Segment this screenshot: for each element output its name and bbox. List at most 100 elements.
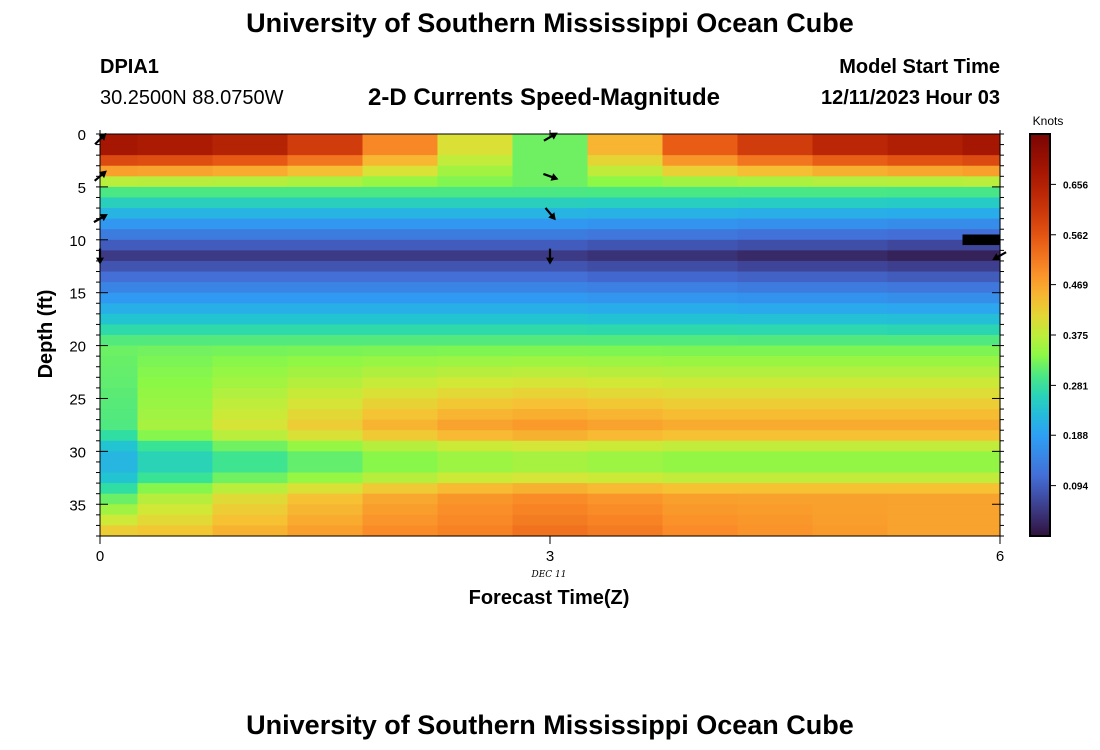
- heatmap-cell: [737, 303, 814, 315]
- heatmap-cell: [737, 483, 814, 495]
- heatmap-cell: [587, 186, 664, 199]
- y-tick-label: 30: [69, 444, 86, 461]
- heatmap-cell: [212, 345, 289, 357]
- heatmap-cell: [362, 461, 439, 474]
- heatmap-cell: [587, 335, 664, 347]
- heatmap-cell: [737, 186, 814, 199]
- y-tick-label: 35: [69, 497, 86, 514]
- heatmap-cell: [137, 345, 214, 357]
- heatmap-cell: [287, 165, 364, 177]
- heatmap-cell: [587, 366, 664, 378]
- heatmap-cell: [212, 335, 289, 347]
- heatmap-cell: [100, 483, 139, 495]
- heatmap-cell: [587, 218, 664, 230]
- heatmap-cell: [137, 398, 214, 410]
- heatmap-cell: [287, 144, 364, 156]
- heatmap-cell: [812, 250, 889, 262]
- heatmap-cell: [137, 472, 214, 484]
- heatmap-cell: [287, 419, 364, 431]
- heatmap-cell: [100, 155, 139, 167]
- heatmap-cell: [887, 472, 964, 484]
- heatmap-cell: [212, 451, 289, 463]
- heatmap-cell: [212, 313, 289, 326]
- heatmap-cell: [212, 398, 289, 410]
- heatmap-cell: [437, 525, 514, 537]
- heatmap-cell: [362, 134, 439, 146]
- heatmap-cell: [887, 504, 964, 516]
- y-axis-label: Depth (ft): [35, 290, 57, 379]
- heatmap-cell: [812, 229, 889, 241]
- heatmap-cell: [587, 197, 664, 209]
- heatmap-cell: [737, 366, 814, 378]
- heatmap-cell: [887, 493, 964, 505]
- heatmap-cell: [362, 525, 439, 537]
- heatmap-cell: [662, 440, 739, 452]
- heatmap-cell: [437, 250, 514, 262]
- heatmap-cell: [962, 504, 1001, 516]
- heatmap-cell: [662, 292, 739, 304]
- heatmap-cell: [587, 398, 664, 410]
- heatmap-cell: [662, 303, 739, 315]
- heatmap-cell: [887, 345, 964, 357]
- x-axis-label: Forecast Time(Z): [469, 587, 630, 609]
- heatmap-cell: [737, 313, 814, 326]
- heatmap-cell: [587, 176, 664, 188]
- heatmap-cell: [362, 303, 439, 315]
- colorbar-tick-label: 0.094: [1063, 482, 1088, 493]
- heatmap-cell: [812, 292, 889, 304]
- heatmap-cell: [100, 250, 139, 262]
- colorbar-label: Knots: [1033, 114, 1064, 128]
- heatmap-cell: [362, 335, 439, 347]
- heatmap-cell: [512, 335, 589, 347]
- heatmap-cell: [662, 356, 739, 368]
- y-tick-label: 5: [78, 180, 86, 197]
- heatmap-cell: [512, 387, 589, 400]
- heatmap-cells: [100, 134, 1001, 537]
- heatmap-cell: [737, 514, 814, 527]
- heatmap-cell: [212, 493, 289, 505]
- heatmap-cell: [962, 239, 1001, 251]
- heatmap-cell: [662, 461, 739, 474]
- heatmap-cell: [587, 229, 664, 241]
- heatmap-cell: [100, 451, 139, 463]
- heatmap-cell: [287, 430, 364, 442]
- heatmap-cell: [662, 472, 739, 484]
- heatmap-cell: [812, 493, 889, 505]
- heatmap-cell: [437, 165, 514, 177]
- colorbar-tick-label: 0.188: [1063, 431, 1088, 442]
- heatmap-cell: [662, 134, 739, 146]
- footer-title: University of Southern Mississippi Ocean…: [246, 710, 854, 740]
- heatmap-cell: [587, 250, 664, 262]
- heatmap-cell: [887, 430, 964, 442]
- heatmap-cell: [737, 472, 814, 484]
- heatmap-cell: [437, 218, 514, 230]
- heatmap-cell: [587, 165, 664, 177]
- heatmap-cell: [137, 303, 214, 315]
- heatmap-cell: [362, 208, 439, 220]
- heatmap-cell: [812, 345, 889, 357]
- heatmap-cell: [662, 345, 739, 357]
- heatmap-cell: [437, 451, 514, 463]
- heatmap-cell: [437, 493, 514, 505]
- heatmap-cell: [287, 155, 364, 167]
- heatmap-cell: [812, 176, 889, 188]
- heatmap-cell: [287, 525, 364, 537]
- heatmap-cell: [812, 461, 889, 474]
- heatmap-cell: [887, 134, 964, 146]
- heatmap-cell: [812, 472, 889, 484]
- heatmap-cell: [437, 229, 514, 241]
- heatmap-cell: [512, 229, 589, 241]
- heatmap-cell: [100, 440, 139, 452]
- heatmap-cell: [587, 419, 664, 431]
- heatmap-cell: [887, 155, 964, 167]
- heatmap-cell: [212, 292, 289, 304]
- heatmap-cell: [100, 292, 139, 304]
- heatmap-cell: [962, 419, 1001, 431]
- heatmap-cell: [512, 176, 589, 188]
- heatmap-cell: [662, 218, 739, 230]
- heatmap-cell: [587, 155, 664, 167]
- heatmap-cell: [212, 250, 289, 262]
- heatmap-cell: [212, 303, 289, 315]
- heatmap-cell: [887, 239, 964, 251]
- heatmap-cell: [287, 271, 364, 283]
